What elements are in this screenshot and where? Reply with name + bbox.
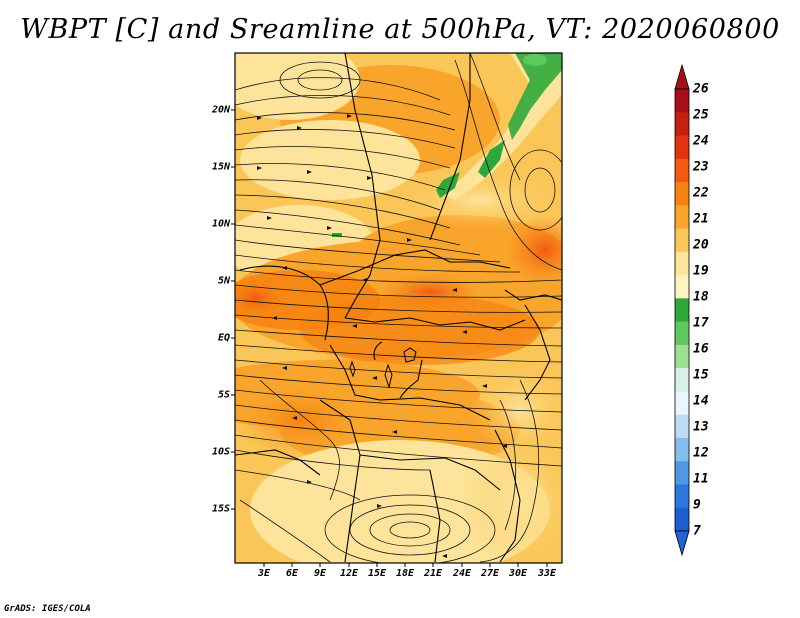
- colorbar-swatch: [675, 461, 689, 485]
- wbpt-shading: [235, 53, 562, 563]
- lat-label: 15N: [211, 161, 230, 173]
- lat-label: 5S: [217, 389, 230, 401]
- colorbar-swatch: [675, 344, 689, 369]
- lon-label: 6E: [285, 568, 299, 579]
- colorbar-label: 12: [693, 445, 709, 461]
- streamline-arrows: [257, 114, 507, 558]
- colorbar-label: 25: [693, 107, 709, 123]
- colorbar-label: 24: [693, 133, 709, 149]
- colorbar-swatch: [675, 321, 689, 346]
- colorbar-swatch: [675, 391, 689, 416]
- colorbar-swatch: [675, 298, 689, 323]
- colorbar-label: 11: [693, 471, 709, 487]
- colorbar-swatch: [675, 228, 689, 253]
- colorbar-bottom-arrow: [674, 530, 690, 557]
- colorbar: [674, 63, 690, 557]
- colorbar-label: 7: [693, 523, 701, 539]
- map-frame: [234, 52, 563, 564]
- lon-label: 33E: [537, 568, 557, 579]
- lat-label: EQ: [217, 332, 230, 344]
- colorbar-label: 14: [693, 393, 709, 409]
- colorbar-swatch: [675, 484, 689, 509]
- lon-label: 15E: [367, 568, 387, 579]
- lakes: [349, 347, 417, 389]
- lat-label: 10N: [211, 218, 230, 230]
- colorbar-swatch: [675, 205, 689, 230]
- lon-label: 9E: [313, 568, 327, 579]
- lon-label: 18E: [395, 568, 415, 579]
- colorbar-label: 15: [693, 367, 709, 383]
- axis-ticks: [231, 109, 548, 567]
- colorbar-label: 21: [693, 211, 709, 227]
- colorbar-label: 22: [693, 185, 709, 201]
- colorbar-swatch: [675, 275, 689, 299]
- colorbar-swatch: [675, 158, 689, 183]
- lon-label: 30E: [508, 568, 528, 579]
- country-borders: [235, 53, 562, 563]
- colorbar-top-arrow: [674, 63, 690, 90]
- lat-label: 20N: [211, 104, 230, 116]
- colorbar-swatch: [675, 414, 689, 439]
- colorbar-swatch: [675, 251, 689, 276]
- colorbar-swatch: [675, 135, 689, 160]
- colorbar-label: 26: [693, 81, 709, 97]
- lon-label: 3E: [257, 568, 271, 579]
- lat-label: 15S: [211, 503, 230, 515]
- map-title: WBPT [C] and Sreamline at 500hPa, VT: 20…: [20, 14, 780, 45]
- colorbar-swatch: [675, 368, 689, 392]
- colorbar-swatch: [675, 89, 689, 113]
- colorbar-label: 18: [693, 289, 709, 305]
- lon-label: 27E: [480, 568, 500, 579]
- colorbar-swatch: [675, 437, 689, 462]
- colorbar-label: 13: [693, 419, 709, 435]
- lat-label: 10S: [211, 446, 230, 458]
- lat-label: 5N: [217, 275, 230, 287]
- colorbar-label: 16: [693, 341, 709, 357]
- colorbar-label: 17: [693, 315, 709, 331]
- colorbar-swatch: [675, 112, 689, 137]
- colorbar-label: 9: [693, 497, 701, 513]
- colorbar-label: 23: [693, 159, 709, 175]
- lon-label: 12E: [339, 568, 359, 579]
- colorbar-label: 20: [693, 237, 709, 253]
- lon-label: 24E: [452, 568, 472, 579]
- colorbar-swatch: [675, 182, 689, 206]
- colorbar-label: 19: [693, 263, 709, 279]
- footer-credit: GrADS: IGES/COLA: [4, 604, 91, 614]
- colorbar-swatch: [675, 507, 689, 532]
- streamlines: [235, 53, 562, 563]
- lon-label: 21E: [423, 568, 443, 579]
